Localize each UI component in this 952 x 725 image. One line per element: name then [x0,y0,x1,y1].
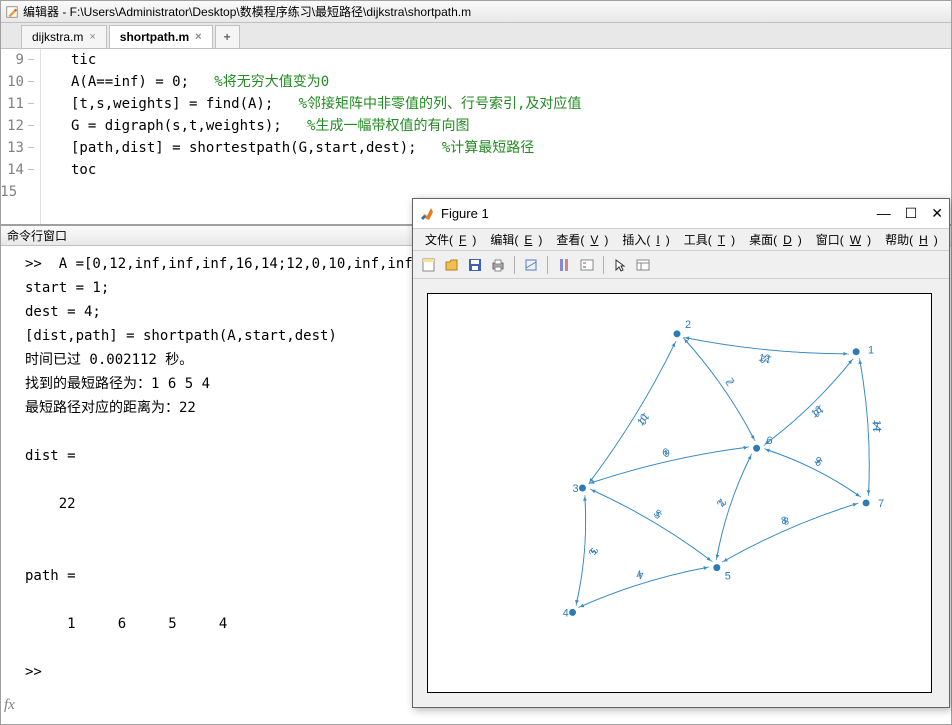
edge [766,450,861,498]
figure-titlebar[interactable]: Figure 1 — ☐ ✕ [413,199,949,229]
line-number: 13 — [1,137,34,159]
line-number: 10 — [1,71,34,93]
fx-label: fx [4,697,15,714]
edge [764,360,852,445]
edge [722,504,857,562]
editor-icon [5,5,19,19]
node-label: 5 [725,571,731,583]
graph-node [853,348,860,355]
line-number: 11 — [1,93,34,115]
node-label: 6 [767,435,773,447]
code-line[interactable]: A(A==inf) = 0; %将无穷大值变为0 [71,71,951,93]
editor-window: 编辑器 - F:\Users\Administrator\Desktop\数模程… [0,0,952,225]
edge [590,341,676,482]
editor-tabs: dijkstra.m × shortpath.m × + [1,23,951,49]
window-controls: — ☐ ✕ [877,205,943,222]
toolbar-separator [514,256,515,274]
menu-查看[interactable]: 查看(V) [550,229,614,250]
edge [590,489,711,560]
insert-colorbar-button[interactable] [554,255,574,275]
edge [764,449,859,497]
edge [860,360,870,495]
tab-dijkstra[interactable]: dijkstra.m × [21,25,107,48]
edge [683,338,754,439]
graph-node [863,499,870,506]
edge-weight: 14 [871,421,883,433]
figure-window: Figure 1 — ☐ ✕ 文件(F)编辑(E)查看(V)插入(I)工具(T)… [412,198,950,708]
code-line[interactable]: [path,dist] = shortestpath(G,start,dest)… [71,137,951,159]
code-line[interactable]: [t,s,weights] = find(A); %邻接矩阵中非零值的列、行号索… [71,93,951,115]
code-line[interactable]: G = digraph(s,t,weights); %生成一幅带权值的有向图 [71,115,951,137]
tab-label: dijkstra.m [32,30,83,44]
line-number: 9 — [1,49,34,71]
figure-toolbar [413,251,949,279]
line-number: 15 [1,181,34,203]
node-label: 2 [685,319,691,331]
graph-node [713,564,720,571]
graph-node [569,609,576,616]
line-gutter: 9 —10 —11 —12 —13 —14 —15 [1,49,41,224]
node-label: 7 [878,498,884,510]
menu-文件[interactable]: 文件(F) [419,229,482,250]
open-button[interactable] [442,255,462,275]
tab-shortpath[interactable]: shortpath.m × [109,25,213,48]
properties-button[interactable] [633,255,653,275]
line-number: 12 — [1,115,34,137]
graph-node [579,485,586,492]
edge [576,497,585,606]
minimize-button[interactable]: — [877,205,891,222]
edge [765,359,853,444]
new-figure-button[interactable] [419,255,439,275]
command-title: 命令行窗口 [7,227,67,244]
graph-node [674,330,681,337]
edge [580,567,709,607]
graph-node [753,445,760,452]
graph-plot: 121216161414101077335566442288991234567 [428,294,931,692]
menu-工具[interactable]: 工具(T) [678,229,741,250]
edge [686,338,849,354]
edge [685,339,756,440]
editor-titlebar: 编辑器 - F:\Users\Administrator\Desktop\数模程… [1,1,951,23]
close-button[interactable]: ✕ [931,205,943,222]
edit-plot-button[interactable] [521,255,541,275]
editor-title: 编辑器 - F:\Users\Administrator\Desktop\数模程… [23,3,471,20]
menu-插入[interactable]: 插入(I) [616,229,675,250]
toolbar-separator [547,256,548,274]
node-label: 3 [573,483,579,495]
menu-帮助[interactable]: 帮助(H) [879,229,944,250]
edge [592,490,713,561]
edge [684,337,847,353]
node-label: 1 [868,345,874,357]
maximize-button[interactable]: ☐ [905,205,918,222]
menu-桌面[interactable]: 桌面(D) [743,229,808,250]
code-line[interactable]: toc [71,159,951,181]
edge [716,456,751,560]
edge [724,503,859,561]
insert-legend-button[interactable] [577,255,597,275]
figure-canvas[interactable]: 121216161414101077335566442288991234567 [427,293,932,693]
close-icon[interactable]: × [89,31,95,43]
print-button[interactable] [488,255,508,275]
cursor-button[interactable] [610,255,630,275]
menu-编辑[interactable]: 编辑(E) [484,229,548,250]
line-number: 14 — [1,159,34,181]
node-label: 4 [563,607,569,619]
edge-weight: 12 [758,353,771,365]
matlab-icon [419,206,435,222]
tab-new[interactable]: + [215,25,240,48]
code-line[interactable]: tic [71,49,951,71]
figure-title: Figure 1 [441,206,489,221]
toolbar-separator [603,256,604,274]
tab-label: shortpath.m [120,30,189,44]
figure-menubar: 文件(F)编辑(E)查看(V)插入(I)工具(T)桌面(D)窗口(W)帮助(H) [413,229,949,251]
menu-窗口[interactable]: 窗口(W) [810,229,877,250]
save-button[interactable] [465,255,485,275]
close-icon[interactable]: × [195,31,201,43]
